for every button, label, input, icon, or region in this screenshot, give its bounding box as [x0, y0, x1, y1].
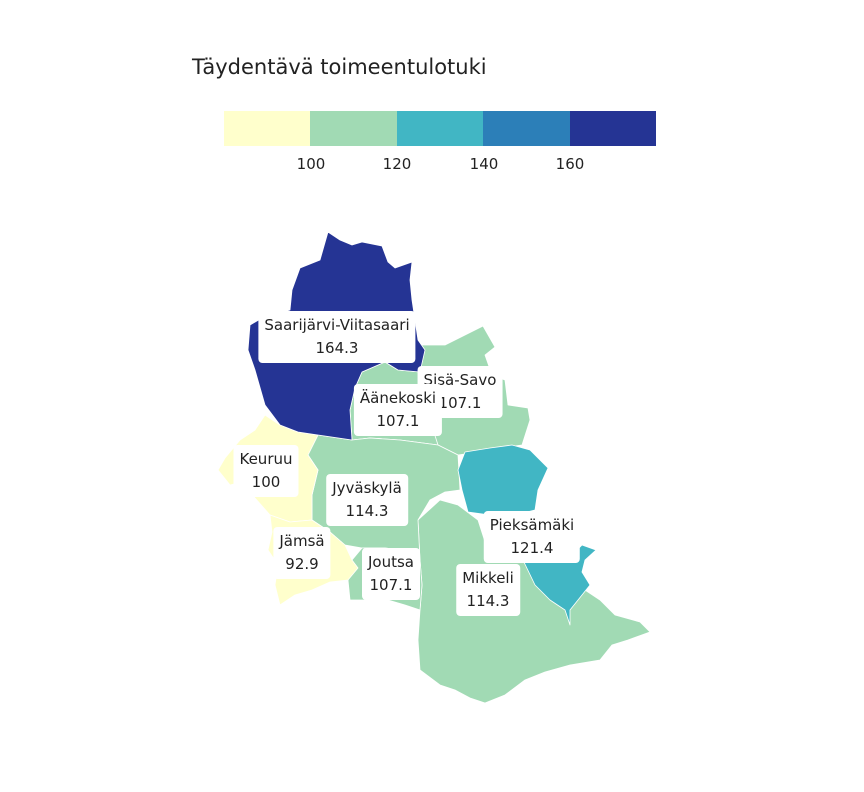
region-value: 92.9 [285, 555, 319, 573]
legend-bin-2 [310, 111, 397, 146]
region-label: Jämsä 92.9 [273, 527, 331, 579]
region-label: Mikkeli 114.3 [456, 564, 520, 616]
region-name: Äänekoski [359, 389, 437, 407]
legend-tick: 160 [555, 155, 585, 173]
region-name: Mikkeli [462, 569, 514, 587]
region-label: Saarijärvi-Viitasaari 164.3 [258, 311, 416, 363]
region-label: Äänekoski 107.1 [353, 384, 443, 436]
region-value: 107.1 [369, 576, 413, 594]
legend-bin-3 [396, 111, 484, 146]
region-label: Jyväskylä 114.3 [326, 474, 408, 526]
region-name: Saarijärvi-Viitasaari [264, 316, 410, 334]
region-value: 107.1 [376, 412, 420, 430]
region-value: 114.3 [345, 502, 389, 520]
color-legend [224, 111, 657, 146]
legend-bin-1 [224, 111, 311, 146]
region-label: Joutsa 107.1 [362, 548, 420, 600]
legend-tick: 140 [469, 155, 499, 173]
region-name: Jämsä [279, 532, 325, 550]
region-value: 121.4 [510, 539, 554, 557]
region-name: Jyväskylä [332, 479, 402, 497]
region-value: 100 [251, 473, 281, 491]
region-name: Sisä-Savo [423, 371, 497, 389]
legend-tick: 120 [382, 155, 412, 173]
region-value: 114.3 [466, 592, 510, 610]
legend-tick: 100 [296, 155, 326, 173]
region-name: Pieksämäki [489, 516, 575, 534]
legend-bin-5 [569, 111, 657, 146]
region-label: Keuruu 100 [233, 445, 299, 497]
region-name: Keuruu [239, 450, 293, 468]
map-title: Täydentävä toimeentulotuki [192, 55, 487, 79]
legend-bin-4 [483, 111, 570, 146]
region-value: 107.1 [438, 394, 482, 412]
region-value: 164.3 [315, 339, 359, 357]
region-name: Joutsa [368, 553, 414, 571]
region-label: Pieksämäki 121.4 [483, 511, 581, 563]
